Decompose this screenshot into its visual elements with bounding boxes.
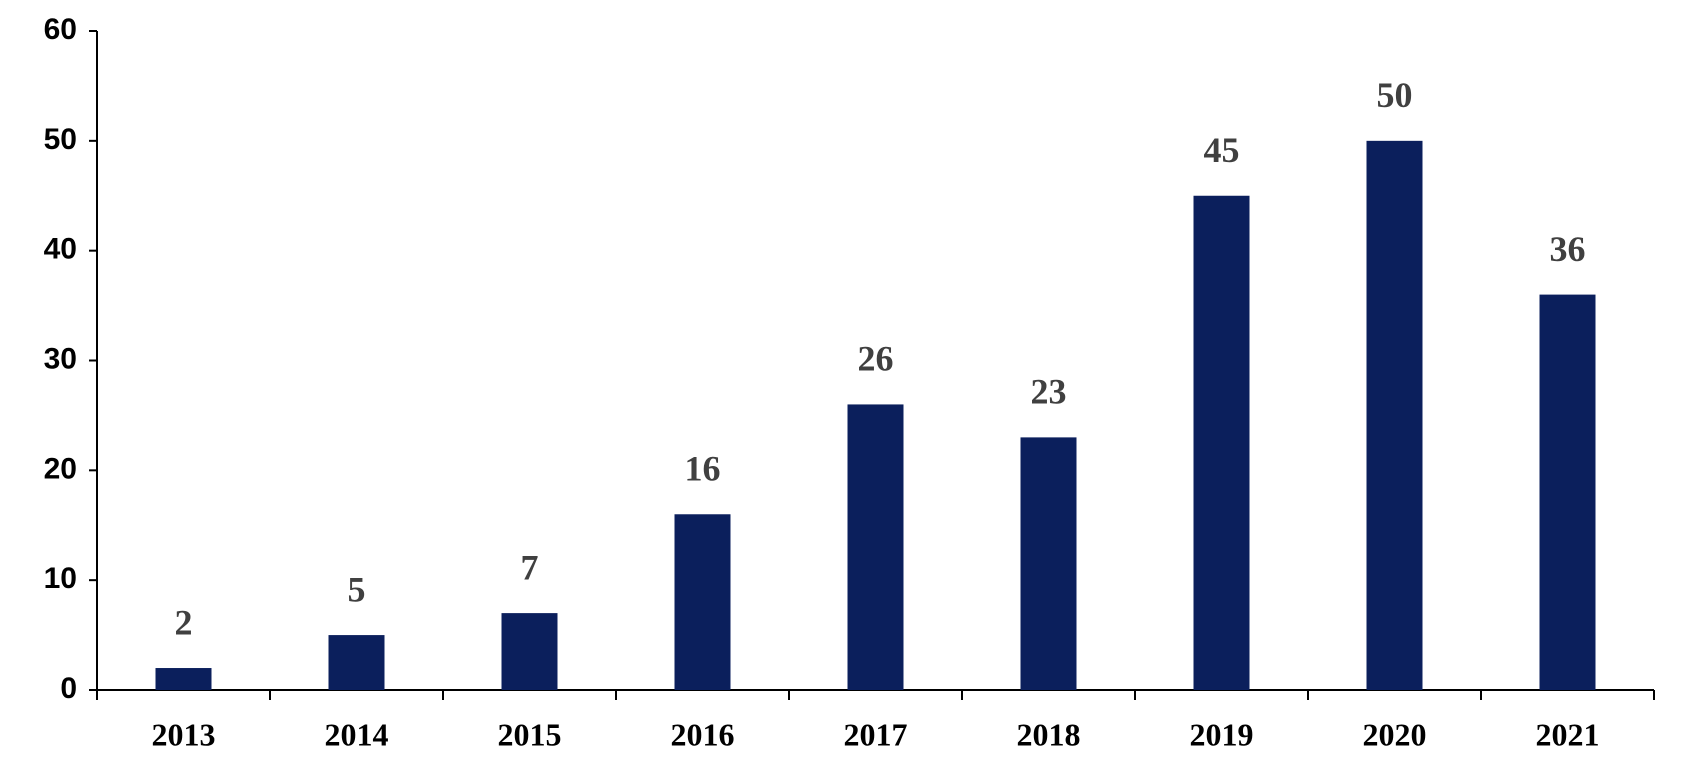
x-tick-label: 2019 [1190,716,1254,752]
y-tick-label: 0 [60,672,77,705]
x-tick-label: 2020 [1363,716,1427,752]
y-tick-label: 50 [44,123,77,156]
y-tick-label: 20 [44,452,77,485]
value-label: 36 [1550,229,1586,269]
value-label: 23 [1031,372,1067,412]
x-tick-label: 2017 [844,716,908,752]
x-tick-label: 2016 [671,716,735,752]
y-tick-label: 40 [44,233,77,266]
bar [1539,294,1596,690]
bar [1366,140,1423,691]
x-tick-label: 2021 [1536,716,1600,752]
bar [1193,195,1250,690]
y-tick-label: 60 [44,13,77,46]
y-tick-label: 10 [44,562,77,595]
value-label: 7 [521,547,539,587]
x-tick-label: 2018 [1017,716,1081,752]
x-tick-label: 2014 [325,716,389,752]
value-label: 2 [175,602,193,642]
bar [155,668,212,690]
bar [674,514,731,690]
value-label: 50 [1377,75,1413,115]
bar [1020,437,1077,690]
bar [847,404,904,690]
bar [328,635,385,690]
value-label: 16 [685,449,721,489]
x-tick-label: 2013 [152,716,216,752]
y-tick-label: 30 [44,342,77,375]
bar [501,613,558,690]
value-label: 45 [1204,130,1240,170]
value-label: 5 [348,569,366,609]
value-label: 26 [858,339,894,379]
x-tick-label: 2015 [498,716,562,752]
